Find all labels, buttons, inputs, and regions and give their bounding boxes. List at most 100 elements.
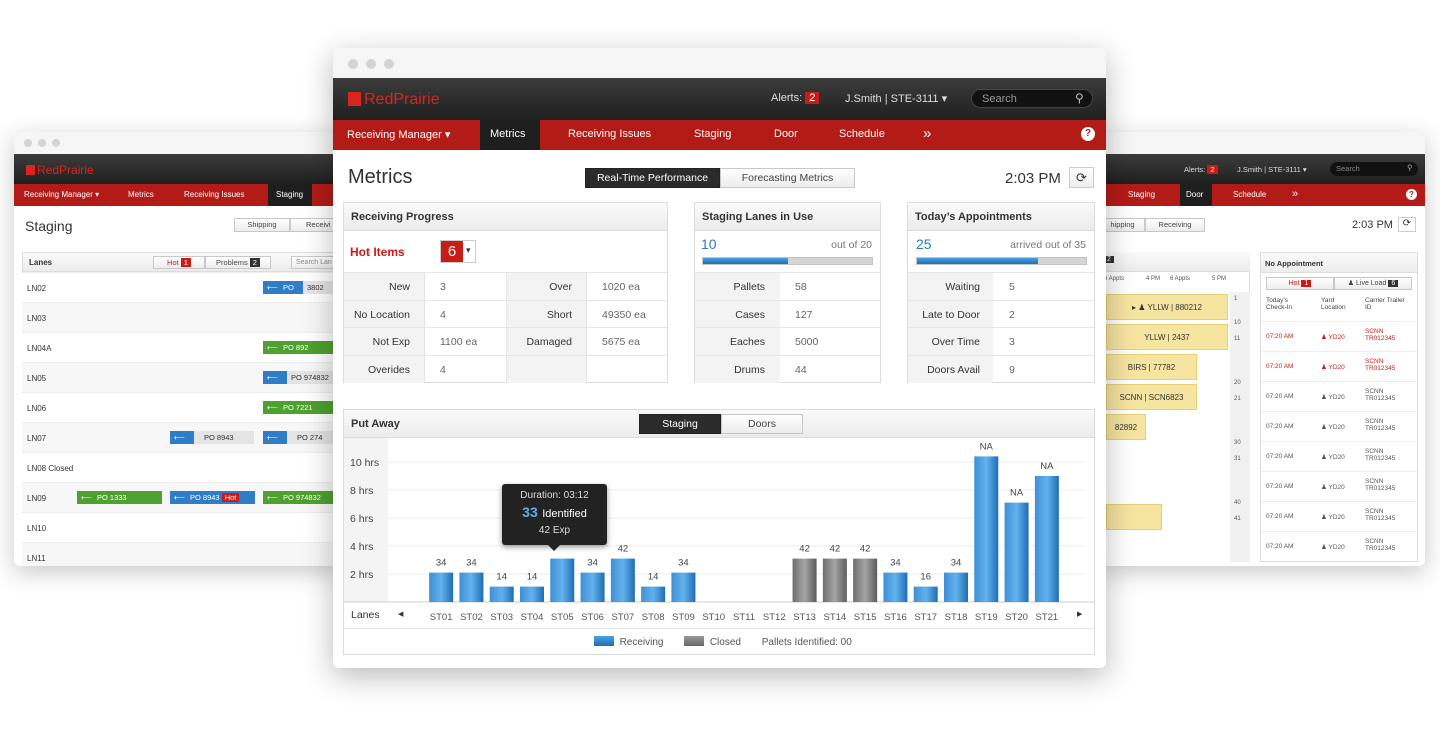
po-pill[interactable]: ⟵ PO <box>263 281 303 294</box>
search-icon[interactable]: ⚲ <box>1075 91 1084 105</box>
bar-st05[interactable] <box>550 558 575 602</box>
search-icon[interactable]: ⚲ <box>1407 163 1413 172</box>
search-input[interactable]: Search <box>971 89 1093 108</box>
nav-staging[interactable]: Staging <box>694 128 732 140</box>
po-pill[interactable]: PO 274 <box>287 431 343 444</box>
tab-staging[interactable]: Staging <box>639 414 721 434</box>
window-control[interactable] <box>348 59 358 69</box>
main-nav: Receiving Manager ▾ Metrics Receiving Is… <box>333 120 1106 150</box>
window-control[interactable] <box>384 59 394 69</box>
bar-st19[interactable] <box>974 456 999 602</box>
user-menu[interactable]: J.Smith | STE-3111 ▾ <box>1237 165 1307 174</box>
nav-metrics[interactable]: Metrics <box>128 190 154 199</box>
title-bar <box>333 48 1106 78</box>
hot-filter[interactable]: Hot 1 <box>1266 277 1334 290</box>
po-pill[interactable]: ⟵ PO 974832 <box>263 491 343 504</box>
bar-st02[interactable] <box>459 572 484 602</box>
bar-st09[interactable] <box>671 572 696 602</box>
lane-search[interactable]: Search Lan <box>291 256 344 269</box>
tab-real-time-performance[interactable]: Real-Time Performance <box>585 168 720 188</box>
nav-staging[interactable]: Staging <box>1128 190 1156 199</box>
tab-forecasting-metrics[interactable]: Forecasting Metrics <box>720 168 855 188</box>
x-tick-label: ST09 <box>672 612 695 623</box>
nav-schedule[interactable]: Schedule <box>1233 190 1267 199</box>
table-row[interactable]: 07:20 AM ♟ YD20 SCNN TR012345 <box>1261 471 1417 501</box>
scroll-right-icon[interactable]: ▶ <box>1077 611 1083 618</box>
bar-st18[interactable] <box>944 572 968 602</box>
refresh-icon[interactable]: ⟳ <box>1398 217 1416 232</box>
bar-st03[interactable] <box>489 586 514 602</box>
hot-filter[interactable]: Hot 1 <box>153 256 205 269</box>
x-tick-label: ST18 <box>945 612 968 623</box>
badge: 2 <box>1104 256 1114 263</box>
table-row[interactable]: 07:20 AM ♟ YD20 SCNN TR012345 <box>1261 531 1417 561</box>
appointment-block[interactable]: ▸ ♟ YLLW | 880212 <box>1106 294 1228 320</box>
nav-schedule[interactable]: Schedule <box>839 128 885 140</box>
nav-door[interactable]: Door <box>774 128 798 140</box>
appointment-block[interactable]: BIRS | 77782 <box>1106 354 1197 380</box>
bar-st13[interactable] <box>792 558 817 602</box>
lane-ln02: LN02 <box>27 284 47 293</box>
bar-st14[interactable] <box>822 558 847 602</box>
search-input[interactable]: Search <box>1330 162 1418 176</box>
y-axis-band <box>344 438 388 602</box>
po-pill[interactable]: PO 974832 <box>287 371 343 384</box>
window-control[interactable] <box>366 59 376 69</box>
appointment-block[interactable] <box>1106 504 1162 530</box>
tab-shipping[interactable]: hipping <box>1100 218 1145 232</box>
bar-st15[interactable] <box>853 558 878 602</box>
po-pill[interactable]: ⟵ <box>263 431 287 444</box>
table-row[interactable]: 07:20 AM ♟ YD20 SCNN TR012345 <box>1261 321 1417 351</box>
po-pill[interactable]: ⟵ PO 7221 <box>263 401 343 414</box>
nav-more[interactable]: » <box>1292 188 1299 200</box>
table-row[interactable]: 07:20 AM ♟ YD20 SCNN TR012345 <box>1261 381 1417 411</box>
po-pill[interactable]: ⟵ PO 1333 <box>77 491 162 504</box>
live-load-filter[interactable]: ♟ Live Load 6 <box>1334 277 1412 290</box>
table-row[interactable]: 07:20 AM ♟ YD20 SCNN TR012345 <box>1261 351 1417 381</box>
po-pill[interactable]: PO 8943 <box>194 431 254 444</box>
tab-doors[interactable]: Doors <box>721 414 803 434</box>
alerts[interactable]: Alerts: 2 <box>771 92 820 104</box>
user-menu[interactable]: J.Smith | STE-3111 ▾ <box>845 93 948 105</box>
bar-st01[interactable] <box>429 572 454 602</box>
po-pill[interactable]: ⟵ PO 8943 Hot <box>170 491 255 504</box>
nav-metrics[interactable]: Metrics <box>480 120 540 150</box>
bar-st17[interactable] <box>913 586 938 602</box>
nav-receiving-manager[interactable]: Receiving Manager ▾ <box>24 190 100 199</box>
bar-st08[interactable] <box>641 586 666 602</box>
bar-st21[interactable] <box>1034 476 1059 602</box>
bar-st06[interactable] <box>580 572 605 602</box>
nav-receiving-issues[interactable]: Receiving Issues <box>568 128 652 140</box>
bar-st16[interactable] <box>883 572 908 602</box>
refresh-button[interactable]: ⟳ <box>1069 167 1094 188</box>
bar-st20[interactable] <box>1004 502 1029 602</box>
nav-receiving-manager[interactable]: Receiving Manager ▾ <box>347 129 451 141</box>
appointment-block[interactable]: YLLW | 2437 <box>1106 324 1228 350</box>
lane-ln07: LN07 <box>27 434 47 443</box>
x-tick-label: ST17 <box>914 612 937 623</box>
help-icon[interactable]: ? <box>1406 189 1417 200</box>
hot-items-select[interactable]: 6 ▾ <box>440 240 476 263</box>
tab-receiving[interactable]: Receiving <box>1145 218 1205 232</box>
tab-shipping[interactable]: Shipping <box>234 218 290 232</box>
alerts[interactable]: Alerts: 2 <box>1184 165 1218 174</box>
po-pill[interactable]: ⟵ PO 892 <box>263 341 343 354</box>
chevron-down-icon[interactable]: ▾ <box>466 245 471 255</box>
nav-door[interactable]: Door <box>1180 184 1212 206</box>
help-icon[interactable]: ? <box>1081 127 1095 141</box>
problems-filter[interactable]: Problems 2 <box>205 256 271 269</box>
nav-staging[interactable]: Staging <box>268 184 312 206</box>
table-row[interactable]: 07:20 AM ♟ YD20 SCNN TR012345 <box>1261 501 1417 531</box>
table-row[interactable]: 07:20 AM ♟ YD20 SCNN TR012345 <box>1261 411 1417 441</box>
appointment-block[interactable]: 82892 <box>1106 414 1146 440</box>
nav-more[interactable]: » <box>923 125 932 142</box>
table-row[interactable]: 07:20 AM ♟ YD20 SCNN TR012345 <box>1261 441 1417 471</box>
nav-receiving-issues[interactable]: Receiving Issues <box>184 190 245 199</box>
bar-st04[interactable] <box>520 586 544 602</box>
y-tick-label: 10 hrs <box>350 457 379 469</box>
appointment-block[interactable]: SCNN | SCN6823 <box>1106 384 1197 410</box>
scroll-left-icon[interactable]: ◀ <box>398 611 404 618</box>
po-pill[interactable]: ⟵ <box>170 431 194 444</box>
bar-st07[interactable] <box>610 558 635 602</box>
po-pill[interactable]: ⟵ <box>263 371 287 384</box>
